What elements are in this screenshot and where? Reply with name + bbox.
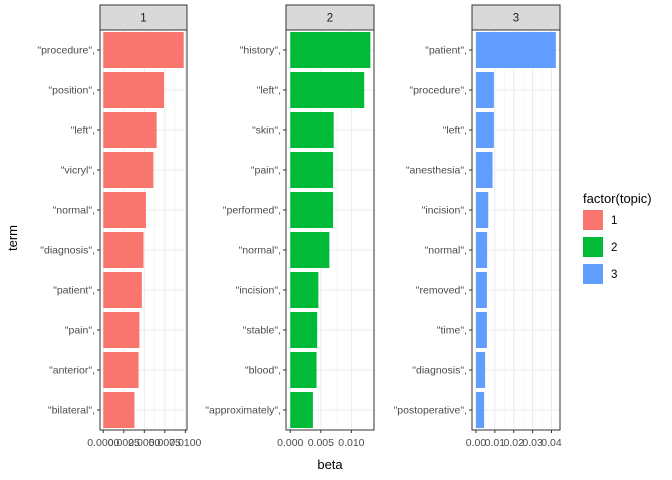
bar-2-1 — [290, 32, 371, 68]
bar-2-7 — [290, 272, 319, 308]
y-tick-label: "removed", — [416, 285, 467, 297]
facet-strip-label: 3 — [513, 13, 519, 25]
bar-1-9 — [103, 352, 139, 388]
y-tick-label: "patient", — [425, 45, 467, 57]
facet-panel-2: 2 "history", "left", "skin", "pain", "perform… — [205, 4, 375, 449]
bar-1-5 — [103, 192, 146, 228]
y-tick-label: "incision", — [422, 205, 467, 217]
legend-label-3: 3 — [611, 269, 617, 281]
x-tick-label: 0.000 — [277, 437, 303, 449]
bar-1-6 — [103, 232, 144, 268]
bar-2-10 — [290, 392, 313, 428]
x-tick-label: 0.0050 — [128, 437, 160, 449]
facet-strip-label: 1 — [140, 13, 146, 25]
y-tick-label: "stable", — [243, 325, 281, 337]
legend-title: factor(topic) — [583, 191, 652, 206]
y-tick-label: "skin", — [252, 125, 281, 137]
y-tick-label: "approximately", — [205, 405, 281, 417]
bar-2-8 — [290, 312, 318, 348]
y-tick-label: "anesthesia", — [406, 165, 467, 177]
x-tick-label: 0.0100 — [169, 437, 201, 449]
bar-1-7 — [103, 272, 142, 308]
x-tick-label: 0.01 — [485, 437, 506, 449]
y-axis-title: term — [5, 225, 20, 251]
bar-3-1 — [475, 32, 556, 68]
y-tick-label: "patient", — [53, 285, 95, 297]
facet-strip — [99, 4, 188, 31]
y-tick-label: "procedure", — [37, 45, 95, 57]
x-tick-label: 0.0075 — [149, 437, 181, 449]
bar-3-9 — [475, 352, 486, 388]
legend: factor(topic) 1 2 3 — [583, 191, 652, 284]
y-tick-label: "normal", — [53, 205, 95, 217]
x-tick-label: 0.02 — [504, 437, 525, 449]
y-tick-label: "incision", — [236, 285, 281, 297]
x-tick-label: 0.010 — [338, 437, 364, 449]
legend-key-3 — [583, 264, 603, 284]
x-tick-label: 0.03 — [522, 437, 543, 449]
y-tick-label: "performed", — [223, 205, 281, 217]
y-tick-label: "position", — [48, 85, 95, 97]
bar-1-3 — [103, 112, 157, 148]
bar-2-2 — [290, 72, 365, 108]
legend-items: 1 2 3 — [583, 210, 617, 284]
bar-3-10 — [475, 392, 485, 428]
bar-3-5 — [475, 192, 489, 228]
bar-3-3 — [475, 112, 494, 148]
facet-strip-label: 2 — [327, 13, 333, 25]
x-tick-label: 0.0025 — [108, 437, 140, 449]
y-tick-label: "time", — [437, 325, 467, 337]
legend-label-1: 1 — [611, 215, 617, 227]
x-tick-label: 0.0000 — [87, 437, 119, 449]
y-tick-label: "diagnosis", — [412, 365, 467, 377]
bar-2-6 — [290, 232, 330, 268]
y-tick-label: "left", — [71, 125, 95, 137]
y-tick-label: "left", — [443, 125, 467, 137]
facet-panel-1: 1 "procedure", "position", "left", "vicryl",… — [37, 4, 202, 449]
facet-strip — [285, 4, 375, 31]
legend-key-1 — [583, 210, 603, 230]
legend-key-2 — [583, 237, 603, 257]
x-tick-label: 0.04 — [541, 437, 562, 449]
facet-panel-3: 3 "patient", "procedure", "left", "anesthesi… — [394, 4, 562, 449]
bar-1-10 — [103, 392, 135, 428]
bar-3-6 — [475, 232, 488, 268]
y-tick-label: "normal", — [425, 245, 467, 257]
bar-3-8 — [475, 312, 487, 348]
bar-1-1 — [103, 32, 184, 68]
y-tick-label: "history", — [240, 45, 281, 57]
y-tick-label: "left", — [257, 85, 281, 97]
x-axis-title: beta — [317, 457, 343, 472]
bar-1-8 — [103, 312, 140, 348]
x-tick-label: 0.005 — [308, 437, 334, 449]
x-tick-label: 0.00 — [466, 437, 487, 449]
y-tick-label: "diagnosis", — [40, 245, 95, 257]
y-tick-label: "bilateral", — [48, 405, 95, 417]
facet-strip — [471, 4, 561, 31]
y-tick-label: "normal", — [239, 245, 281, 257]
facet-panels: 1 "procedure", "position", "left", "vicryl",… — [37, 4, 562, 449]
bar-3-4 — [475, 152, 493, 188]
bar-2-9 — [290, 352, 317, 388]
y-tick-label: "anterior", — [49, 365, 95, 377]
legend-label-2: 2 — [611, 242, 617, 254]
y-tick-label: "postoperative", — [394, 405, 467, 417]
bar-2-3 — [290, 112, 334, 148]
bar-3-2 — [475, 72, 494, 108]
y-tick-label: "vicryl", — [61, 165, 95, 177]
bar-1-2 — [103, 72, 165, 108]
bar-3-7 — [475, 272, 487, 308]
bar-1-4 — [103, 152, 154, 188]
bar-2-4 — [290, 152, 334, 188]
y-tick-label: "blood", — [245, 365, 281, 377]
y-tick-label: "pain", — [65, 325, 95, 337]
bar-2-5 — [290, 192, 334, 228]
y-tick-label: "procedure", — [409, 85, 467, 97]
y-tick-label: "pain", — [251, 165, 281, 177]
